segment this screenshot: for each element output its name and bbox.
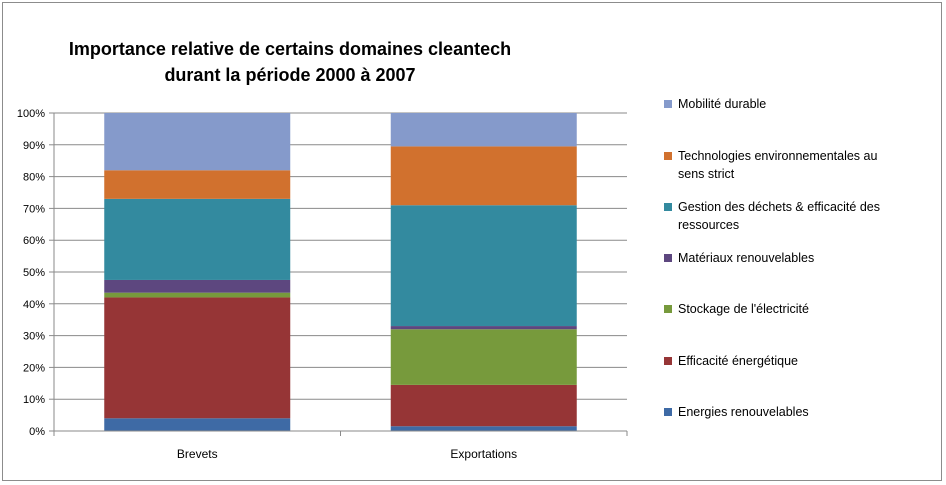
legend-label: sens strict: [678, 167, 735, 181]
bar-segment: [104, 113, 291, 171]
legend-label: Mobilité durable: [678, 97, 766, 111]
legend: Mobilité durable Technologies environneme…: [664, 97, 880, 419]
y-tick-label: 90%: [23, 140, 45, 152]
y-tick-label: 30%: [23, 331, 45, 343]
legend-swatch: [664, 100, 672, 108]
bar-segment: [104, 170, 291, 199]
y-tick-label: 80%: [23, 172, 45, 184]
bar-segment: [390, 326, 577, 330]
legend-label: Energies renouvelables: [678, 405, 809, 419]
legend-swatch: [664, 408, 672, 416]
chart-title: Importance relative de certains domaines…: [30, 36, 550, 88]
legend-swatch: [664, 305, 672, 313]
bar-segment: [104, 279, 291, 293]
legend-label: Efficacité énergétique: [678, 354, 798, 368]
bar-segment: [390, 205, 577, 327]
bar-segment: [104, 297, 291, 419]
legend-label: Gestion des déchets & efficacité des: [678, 200, 880, 214]
x-axis: Brevets Exportations: [53, 113, 628, 461]
y-tick-label: 20%: [23, 362, 45, 374]
bar-segment: [390, 113, 577, 147]
bar-segment: [390, 146, 577, 206]
legend-swatch: [664, 152, 672, 160]
legend-label: Matériaux renouvelables: [678, 251, 814, 265]
bar-segment: [104, 198, 291, 280]
legend-label: Technologies environnementales au: [678, 149, 877, 163]
legend-swatch: [664, 254, 672, 262]
bar-segment: [390, 384, 577, 427]
y-tick-label: 10%: [23, 394, 45, 406]
y-tick-label: 40%: [23, 299, 45, 311]
y-tick-label: 0%: [29, 426, 45, 438]
legend-swatch: [664, 357, 672, 365]
chart-title-line-2: durant la période 2000 à 2007: [164, 65, 416, 85]
x-tick-label: Brevets: [177, 447, 218, 461]
x-tick-label: Exportations: [450, 447, 517, 461]
bar-segment: [390, 426, 577, 431]
legend-swatch: [664, 203, 672, 211]
bars: [104, 113, 577, 431]
y-tick-label: 60%: [23, 235, 45, 247]
y-tick-label: 50%: [23, 267, 45, 279]
legend-label: ressources: [678, 218, 739, 232]
y-tick-label: 100%: [17, 108, 45, 120]
legend-label: Stockage de l'électricité: [678, 302, 809, 316]
bar-segment: [104, 292, 291, 298]
y-axis-ticks: 0% 10% 20% 30% 40% 50% 60% 70% 80% 90% 100%: [17, 108, 45, 438]
bar-segment: [390, 329, 577, 385]
bar-segment: [104, 418, 291, 431]
y-tick-label: 70%: [23, 203, 45, 215]
chart-title-line-1: Importance relative de certains domaines…: [68, 39, 512, 59]
